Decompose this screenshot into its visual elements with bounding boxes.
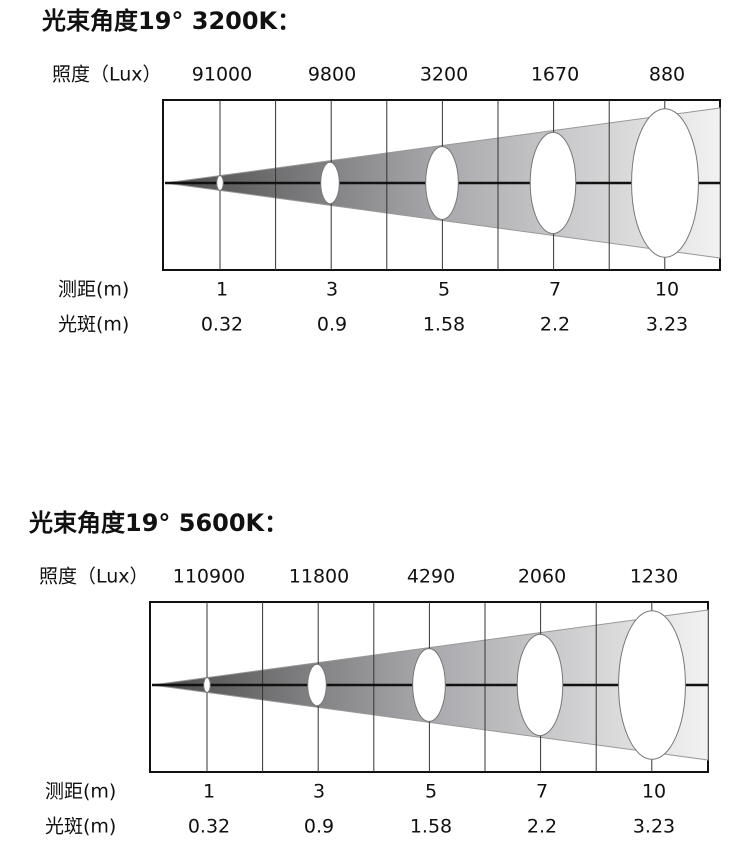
spot-value: 1.58 <box>423 314 465 336</box>
distance-label: 测距(m) <box>45 781 116 803</box>
spot-label: 光斑(m) <box>45 816 116 838</box>
lux-value: 880 <box>649 64 685 86</box>
lux-value: 3200 <box>420 64 468 86</box>
lux-value: 91000 <box>192 64 252 86</box>
light-spot <box>412 648 446 722</box>
distance-value: 7 <box>549 279 561 301</box>
distance-value: 10 <box>642 781 666 803</box>
lux-value: 9800 <box>308 64 356 86</box>
spot-value: 0.9 <box>304 816 334 838</box>
light-spot <box>529 131 577 235</box>
lux-value: 1230 <box>630 566 678 588</box>
distance-value: 3 <box>326 279 338 301</box>
lux-value: 2060 <box>518 566 566 588</box>
distance-value: 7 <box>536 781 548 803</box>
panel-title: 光束角度19° 5600K： <box>28 509 288 537</box>
spot-value: 0.32 <box>201 314 243 336</box>
light-spot <box>516 633 564 737</box>
panel-title: 光束角度19° 3200K： <box>41 7 301 35</box>
spot-value: 1.58 <box>410 816 452 838</box>
spot-label: 光斑(m) <box>58 314 129 336</box>
light-spot <box>320 161 340 205</box>
light-spot <box>618 610 686 760</box>
distance-value: 5 <box>425 781 437 803</box>
spot-value: 2.2 <box>527 816 557 838</box>
light-spot <box>425 146 459 220</box>
distance-value: 3 <box>313 781 325 803</box>
lux-label: 照度（Lux） <box>39 566 149 588</box>
distance-value: 10 <box>655 279 679 301</box>
lux-value: 4290 <box>407 566 455 588</box>
lux-value: 11800 <box>289 566 349 588</box>
lux-label: 照度（Lux） <box>52 64 162 86</box>
spot-value: 0.9 <box>317 314 347 336</box>
distance-value: 1 <box>203 781 215 803</box>
light-spot <box>307 663 327 707</box>
lux-value: 110900 <box>173 566 246 588</box>
distance-label: 测距(m) <box>58 279 129 301</box>
light-spot <box>203 677 211 693</box>
spot-value: 3.23 <box>633 816 675 838</box>
light-spot <box>631 108 699 258</box>
spot-value: 3.23 <box>646 314 688 336</box>
distance-value: 1 <box>216 279 228 301</box>
distance-value: 5 <box>438 279 450 301</box>
light-spot <box>216 175 224 191</box>
spot-value: 0.32 <box>188 816 230 838</box>
lux-value: 1670 <box>531 64 579 86</box>
spot-value: 2.2 <box>540 314 570 336</box>
